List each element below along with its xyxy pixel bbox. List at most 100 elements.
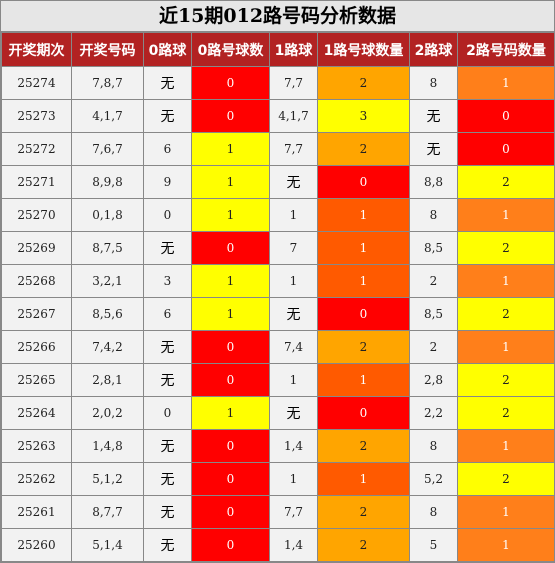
cell-road1: 7,7 bbox=[269, 132, 318, 166]
cell-road2: 8 bbox=[409, 495, 458, 529]
cell-issue: 25271 bbox=[1, 165, 72, 199]
cell-issue: 25273 bbox=[1, 99, 72, 133]
cell-numbers: 7,6,7 bbox=[71, 132, 144, 166]
cell-road1: 1 bbox=[269, 363, 318, 397]
cell-road1: 7 bbox=[269, 231, 318, 265]
cell-road2: 无 bbox=[409, 132, 458, 166]
cell-issue: 25262 bbox=[1, 462, 72, 496]
cell-numbers: 4,1,7 bbox=[71, 99, 144, 133]
cell-road1: 1,4 bbox=[269, 528, 318, 562]
header-road2-count: 2路号码数量 bbox=[457, 32, 555, 67]
cell-road1-count: 0 bbox=[317, 396, 410, 430]
cell-road2: 无 bbox=[409, 99, 458, 133]
cell-road0-count: 0 bbox=[191, 462, 270, 496]
cell-road1-count: 1 bbox=[317, 462, 410, 496]
cell-road2: 8,5 bbox=[409, 231, 458, 265]
table-row: 25264 2,0,2 0 1 无 0 2,2 2 bbox=[1, 396, 555, 430]
cell-numbers: 8,7,7 bbox=[71, 495, 144, 529]
cell-road1-count: 0 bbox=[317, 165, 410, 199]
cell-road2-count: 2 bbox=[457, 462, 555, 496]
cell-road1-count: 2 bbox=[317, 495, 410, 529]
table-row: 25274 7,8,7 无 0 7,7 2 8 1 bbox=[1, 66, 555, 100]
cell-road1-count: 1 bbox=[317, 264, 410, 298]
cell-road2-count: 0 bbox=[457, 99, 555, 133]
table-row: 25272 7,6,7 6 1 7,7 2 无 0 bbox=[1, 132, 555, 166]
header-row: 开奖期次 开奖号码 0路球 0路号球数 1路球 1路号球数量 2路球 2路号码数… bbox=[1, 32, 555, 67]
table-row: 25263 1,4,8 无 0 1,4 2 8 1 bbox=[1, 429, 555, 463]
cell-numbers: 8,7,5 bbox=[71, 231, 144, 265]
cell-numbers: 2,8,1 bbox=[71, 363, 144, 397]
cell-road0-count: 1 bbox=[191, 297, 270, 331]
cell-road2: 2 bbox=[409, 330, 458, 364]
table-row: 25271 8,9,8 9 1 无 0 8,8 2 bbox=[1, 165, 555, 199]
cell-road0-count: 1 bbox=[191, 165, 270, 199]
cell-road1-count: 2 bbox=[317, 132, 410, 166]
cell-numbers: 5,1,2 bbox=[71, 462, 144, 496]
header-road0-count: 0路号球数 bbox=[191, 32, 270, 67]
cell-road0-count: 1 bbox=[191, 132, 270, 166]
cell-road2-count: 2 bbox=[457, 297, 555, 331]
cell-road2: 5,2 bbox=[409, 462, 458, 496]
header-numbers: 开奖号码 bbox=[71, 32, 144, 67]
cell-road0: 6 bbox=[143, 132, 192, 166]
table-row: 25260 5,1,4 无 0 1,4 2 5 1 bbox=[1, 528, 555, 562]
cell-road0: 无 bbox=[143, 231, 192, 265]
cell-road2-count: 1 bbox=[457, 495, 555, 529]
cell-numbers: 5,1,4 bbox=[71, 528, 144, 562]
cell-road0-count: 0 bbox=[191, 231, 270, 265]
cell-road1-count: 1 bbox=[317, 363, 410, 397]
cell-issue: 25270 bbox=[1, 198, 72, 232]
cell-road2-count: 1 bbox=[457, 330, 555, 364]
table-row: 25262 5,1,2 无 0 1 1 5,2 2 bbox=[1, 462, 555, 496]
cell-numbers: 3,2,1 bbox=[71, 264, 144, 298]
table-title: 近15期012路号码分析数据 bbox=[1, 1, 554, 32]
table-row: 25268 3,2,1 3 1 1 1 2 1 bbox=[1, 264, 555, 298]
table-row: 25267 8,5,6 6 1 无 0 8,5 2 bbox=[1, 297, 555, 331]
cell-road2-count: 2 bbox=[457, 231, 555, 265]
cell-road1: 无 bbox=[269, 396, 318, 430]
cell-numbers: 0,1,8 bbox=[71, 198, 144, 232]
cell-road2-count: 2 bbox=[457, 396, 555, 430]
cell-road0: 0 bbox=[143, 396, 192, 430]
header-road2: 2路球 bbox=[409, 32, 458, 67]
cell-road2-count: 1 bbox=[457, 264, 555, 298]
cell-road1: 1 bbox=[269, 198, 318, 232]
cell-road1: 7,7 bbox=[269, 495, 318, 529]
cell-road0: 9 bbox=[143, 165, 192, 199]
cell-road0: 0 bbox=[143, 198, 192, 232]
cell-road0: 无 bbox=[143, 66, 192, 100]
cell-road0: 无 bbox=[143, 429, 192, 463]
cell-road0-count: 0 bbox=[191, 495, 270, 529]
cell-road0-count: 0 bbox=[191, 429, 270, 463]
table-row: 25269 8,7,5 无 0 7 1 8,5 2 bbox=[1, 231, 555, 265]
table-row: 25273 4,1,7 无 0 4,1,7 3 无 0 bbox=[1, 99, 555, 133]
cell-numbers: 1,4,8 bbox=[71, 429, 144, 463]
cell-road2-count: 1 bbox=[457, 198, 555, 232]
table-row: 25270 0,1,8 0 1 1 1 8 1 bbox=[1, 198, 555, 232]
cell-road2: 2,2 bbox=[409, 396, 458, 430]
cell-road1-count: 2 bbox=[317, 330, 410, 364]
header-issue: 开奖期次 bbox=[1, 32, 72, 67]
cell-issue: 25266 bbox=[1, 330, 72, 364]
cell-numbers: 7,4,2 bbox=[71, 330, 144, 364]
cell-road2: 2,8 bbox=[409, 363, 458, 397]
cell-road2: 8 bbox=[409, 429, 458, 463]
cell-road1-count: 0 bbox=[317, 297, 410, 331]
cell-road0: 无 bbox=[143, 99, 192, 133]
cell-issue: 25260 bbox=[1, 528, 72, 562]
cell-road0: 无 bbox=[143, 363, 192, 397]
header-road1: 1路球 bbox=[269, 32, 318, 67]
cell-road0-count: 0 bbox=[191, 99, 270, 133]
cell-road1: 1 bbox=[269, 462, 318, 496]
cell-road1: 无 bbox=[269, 297, 318, 331]
cell-road0: 无 bbox=[143, 330, 192, 364]
table-row: 25266 7,4,2 无 0 7,4 2 2 1 bbox=[1, 330, 555, 364]
cell-issue: 25264 bbox=[1, 396, 72, 430]
header-road1-count: 1路号球数量 bbox=[317, 32, 410, 67]
cell-road2: 5 bbox=[409, 528, 458, 562]
table-body: 25274 7,8,7 无 0 7,7 2 8 1 25273 4,1,7 无 0 4,1,7 3 无 0 25… bbox=[1, 66, 555, 562]
cell-numbers: 2,0,2 bbox=[71, 396, 144, 430]
cell-road2-count: 1 bbox=[457, 66, 555, 100]
cell-road2-count: 2 bbox=[457, 165, 555, 199]
cell-issue: 25267 bbox=[1, 297, 72, 331]
